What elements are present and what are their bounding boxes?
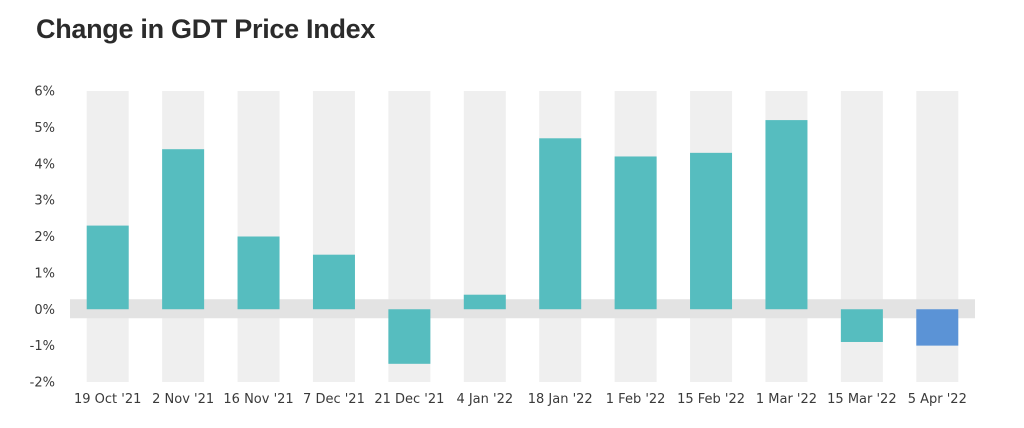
y-axis: 6% 5% 4% 3% 2% 1% 0% -1% -2%: [30, 85, 55, 391]
x-axis: 19 Oct '21 2 Nov '21 16 Nov '21 7 Dec '21 21…: [74, 392, 967, 407]
x-tick-label: 1 Mar '22: [756, 392, 817, 407]
bar: [840, 309, 883, 342]
x-tick-label: 16 Nov '21: [223, 392, 293, 407]
y-tick-label: 2%: [34, 230, 55, 245]
x-tick-label: 1 Feb '22: [606, 392, 666, 407]
x-tick-label: 19 Oct '21: [74, 392, 141, 407]
bar: [539, 138, 582, 310]
x-tick-label: 2 Nov '21: [152, 392, 214, 407]
x-tick-label: 21 Dec '21: [374, 392, 444, 407]
y-tick-label: 1%: [34, 266, 55, 281]
bar: [388, 309, 431, 364]
x-tick-label: 5 Apr '22: [908, 392, 967, 407]
y-tick-label: 0%: [34, 303, 55, 318]
y-tick-label: -2%: [30, 376, 55, 391]
bar: [765, 120, 808, 310]
background-band: [463, 91, 506, 382]
y-tick-label: -1%: [30, 339, 55, 354]
x-tick-label: 15 Mar '22: [827, 392, 896, 407]
x-tick-label: 15 Feb '22: [677, 392, 745, 407]
x-tick-label: 7 Dec '21: [303, 392, 365, 407]
background-band: [312, 91, 355, 382]
bar: [237, 236, 280, 310]
bars: [86, 120, 959, 364]
bar: [86, 225, 129, 310]
y-tick-label: 5%: [34, 121, 55, 136]
y-tick-label: 3%: [34, 194, 55, 209]
background-bands: [70, 91, 975, 382]
bar: [614, 156, 657, 310]
y-tick-label: 6%: [34, 85, 55, 100]
bar: [690, 152, 733, 310]
zero-line-band: [70, 299, 975, 319]
bar: [463, 294, 506, 310]
x-tick-label: 18 Jan '22: [528, 392, 593, 407]
bar: [312, 254, 355, 310]
y-tick-label: 4%: [34, 157, 55, 172]
bar: [162, 149, 205, 310]
bar: [916, 309, 959, 346]
x-tick-label: 4 Jan '22: [456, 392, 513, 407]
chart-title: Change in GDT Price Index: [36, 14, 376, 44]
